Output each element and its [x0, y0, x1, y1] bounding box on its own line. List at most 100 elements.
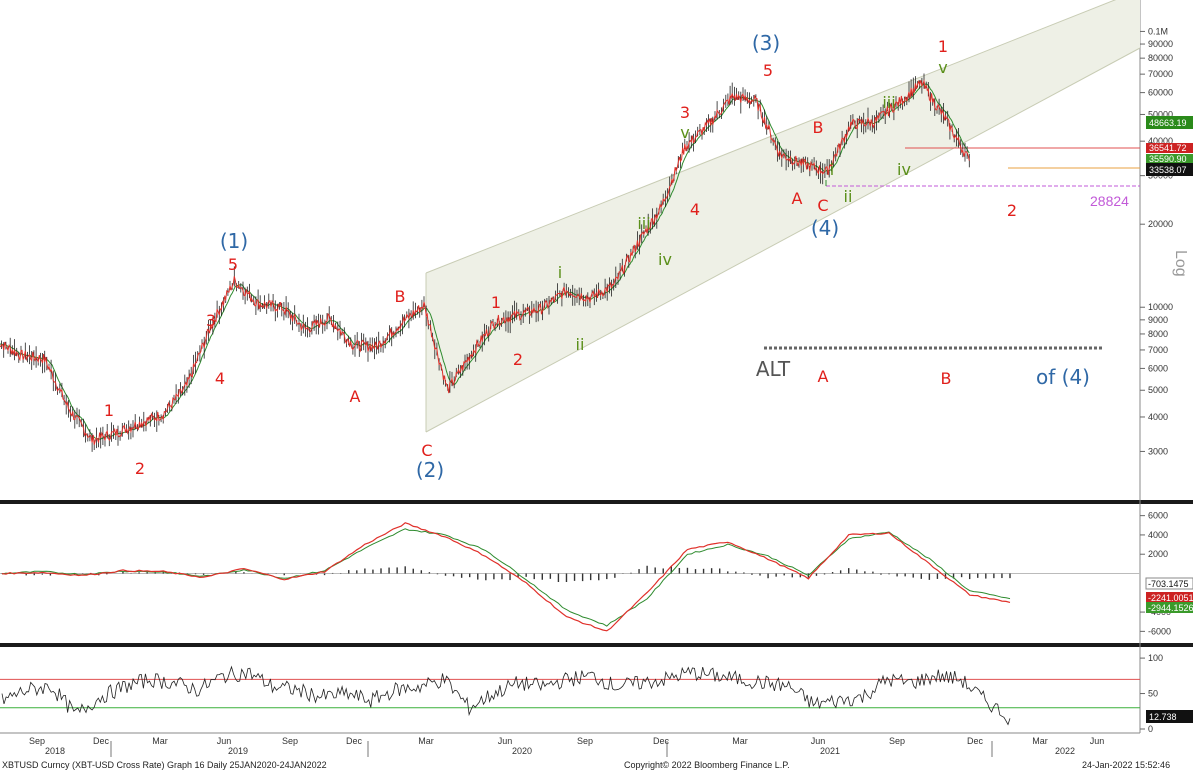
y-tick-label: 50000 [1148, 109, 1173, 119]
month-label: Dec [93, 736, 110, 746]
month-label: Jun [498, 736, 513, 746]
wave-label: v [938, 58, 947, 77]
wave-label: v [680, 123, 689, 142]
panel-divider-2 [0, 643, 1193, 647]
wave-label: 2 [513, 350, 523, 369]
macd-panel: 600040002000-4000-6000-703.1475-2241.005… [0, 511, 1193, 636]
wave-label: C [421, 441, 432, 460]
footer-left: XBTUSD Curncy (XBT-USD Cross Rate) Graph… [2, 760, 327, 770]
month-label: Jun [1090, 736, 1105, 746]
channel-band [426, 0, 1140, 432]
wave-label: A [350, 387, 361, 406]
y-tick-label: 70000 [1148, 69, 1173, 79]
y-tick-label: 4000 [1148, 412, 1168, 422]
month-label: Sep [889, 736, 905, 746]
level-label: 28824 [1090, 193, 1129, 209]
rsi-last-label: 12.738 [1149, 712, 1177, 722]
wave-label: ii [844, 187, 853, 206]
y-tick-label: 60000 [1148, 88, 1173, 98]
wave-label: i [558, 263, 562, 282]
macd-last-label-bg [1146, 592, 1193, 603]
wave-label: B [395, 287, 406, 306]
wave-label: (3) [752, 31, 780, 55]
y-tick-label: 0.1M [1148, 26, 1168, 36]
price-channel [425, 0, 1141, 433]
wave-label: (1) [220, 229, 248, 253]
month-label: Sep [29, 736, 45, 746]
macd-last-label: -703.1475 [1148, 579, 1189, 589]
macd-last-label-bg [1145, 577, 1193, 590]
month-label: Dec [346, 736, 363, 746]
wave-label: 3 [680, 103, 690, 122]
wave-label: 1 [491, 293, 501, 312]
wave-label: iii [882, 93, 895, 112]
month-label: Sep [577, 736, 593, 746]
year-label: 2019 [228, 746, 248, 756]
y-axis-title: Log [1172, 250, 1189, 277]
last-label-red: 36541.72 [1149, 143, 1187, 153]
y-tick-label: 5000 [1148, 385, 1168, 395]
rsi-tick-label: 100 [1148, 653, 1163, 663]
wave-label: 1 [938, 37, 948, 56]
month-label: Jun [217, 736, 232, 746]
wave-label: of (4) [1036, 365, 1090, 389]
price-line [0, 79, 970, 445]
year-label: 2018 [45, 746, 65, 756]
footer-band [0, 760, 1193, 771]
footer-center: Copyright© 2022 Bloomberg Finance L.P. [624, 760, 790, 770]
wave-label: iv [658, 250, 672, 269]
y-tick-label: 3000 [1148, 446, 1168, 456]
month-label: Mar [732, 736, 748, 746]
month-label: Mar [152, 736, 168, 746]
last-value-label-bg [1146, 163, 1193, 176]
rsi-tick-label: 0 [1148, 724, 1153, 734]
wave-label: ALT [756, 357, 791, 381]
month-label: Mar [1032, 736, 1048, 746]
last-value-label: 33538.07 [1149, 165, 1187, 175]
macd-last-label: -2241.0051 [1148, 593, 1193, 603]
wave-label: 1 [104, 401, 114, 420]
month-label: Jun [811, 736, 826, 746]
wave-label: 4 [215, 369, 225, 388]
last-value-label: 48663.19 [1149, 118, 1187, 128]
macd-line [1, 522, 1011, 632]
wave-label: iv [897, 160, 911, 179]
wave-label: B [813, 118, 824, 137]
year-label: 2020 [512, 746, 532, 756]
wave-label: 5 [228, 255, 238, 274]
wave-label: 5 [763, 61, 773, 80]
footer-right: 24-Jan-2022 15:52:46 [1082, 760, 1170, 770]
wave-label: 2 [135, 459, 145, 478]
wave-label: B [941, 369, 952, 388]
price-series [0, 73, 970, 452]
year-label: 2022 [1055, 746, 1075, 756]
macd-last-label: -2944.1526 [1148, 603, 1193, 613]
wave-label: 4 [690, 200, 700, 219]
rsi-panel: 100 50 0 12.738 [0, 653, 1193, 734]
last-label-green2: 35590.90 [1149, 154, 1187, 164]
support-levels: 28824 [764, 147, 1140, 350]
wave-label: iii [637, 214, 650, 233]
wave-label: (4) [811, 216, 839, 240]
wave-label: 2 [1007, 201, 1017, 220]
last-label-red-bg [1146, 143, 1193, 153]
wave-label: A [792, 189, 803, 208]
macd-tick-label: 4000 [1148, 530, 1168, 540]
y-tick-label: 8000 [1148, 329, 1168, 339]
rsi-line [1, 665, 1011, 726]
y-tick-label: 6000 [1148, 363, 1168, 373]
macd-signal-line [1, 528, 1011, 627]
y-tick-label: 90000 [1148, 39, 1173, 49]
price-y-axis: 0.1M900008000070000600005000040000300002… [1140, 26, 1189, 456]
month-label: Dec [967, 736, 984, 746]
macd-tick-label: -6000 [1148, 626, 1171, 636]
month-label: Dec [653, 736, 670, 746]
year-label: 2021 [820, 746, 840, 756]
wave-label: C [817, 196, 828, 215]
time-axis: Sep Dec Mar Jun Sep Dec Mar Jun Sep Dec Mar Jun Sep D… [29, 736, 1104, 757]
y-tick-label: 7000 [1148, 345, 1168, 355]
wave-label: (2) [416, 458, 444, 482]
